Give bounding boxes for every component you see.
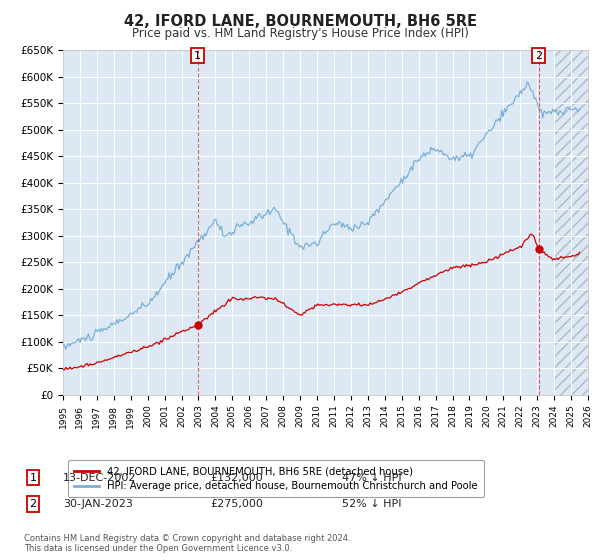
Text: 13-DEC-2002: 13-DEC-2002 (63, 473, 137, 483)
Text: 1: 1 (29, 473, 37, 483)
Text: 52% ↓ HPI: 52% ↓ HPI (342, 499, 401, 509)
Text: 47% ↓ HPI: 47% ↓ HPI (342, 473, 401, 483)
Text: 30-JAN-2023: 30-JAN-2023 (63, 499, 133, 509)
Text: 1: 1 (194, 51, 201, 60)
Text: 2: 2 (29, 499, 37, 509)
Text: 2: 2 (535, 51, 542, 60)
Text: £132,000: £132,000 (210, 473, 263, 483)
Text: £275,000: £275,000 (210, 499, 263, 509)
Text: 42, IFORD LANE, BOURNEMOUTH, BH6 5RE: 42, IFORD LANE, BOURNEMOUTH, BH6 5RE (124, 14, 476, 29)
Text: Price paid vs. HM Land Registry's House Price Index (HPI): Price paid vs. HM Land Registry's House … (131, 27, 469, 40)
Legend: 42, IFORD LANE, BOURNEMOUTH, BH6 5RE (detached house), HPI: Average price, detac: 42, IFORD LANE, BOURNEMOUTH, BH6 5RE (de… (68, 460, 484, 497)
Text: Contains HM Land Registry data © Crown copyright and database right 2024.
This d: Contains HM Land Registry data © Crown c… (24, 534, 350, 553)
